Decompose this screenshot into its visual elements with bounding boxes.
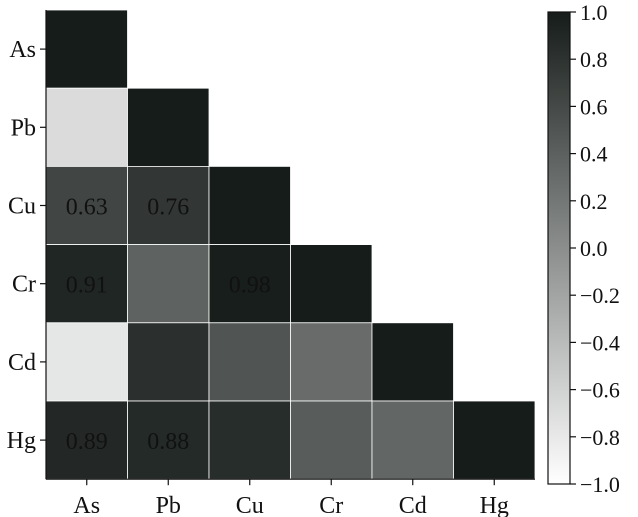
heatmap-cell-cr-cr (290, 244, 373, 324)
y-tick-label: Pb (11, 115, 36, 141)
x-tick-label: Cu (236, 493, 264, 517)
heatmap-cell-pb-pb (127, 87, 210, 167)
x-tick-label: Hg (480, 493, 509, 517)
cell-labels: 0.63 0.76 0.91 0.98 0.89 0.88 (66, 195, 271, 456)
heatmap-cell-hg-hg (453, 400, 536, 480)
heatmap-cell-cu-cu (208, 165, 291, 245)
heatmap-cell-hg-cd (371, 400, 454, 480)
x-tick-label: Cd (399, 493, 427, 517)
y-tick-label: Cr (12, 272, 36, 298)
heatmap-cell-cr-cu (208, 244, 291, 324)
colorbar-tick-label: −0.4 (580, 330, 620, 355)
y-tick-label: Hg (7, 428, 36, 454)
heatmap-cell-cr-pb (127, 244, 210, 324)
colorbar-tick-label: −0.6 (580, 378, 620, 403)
x-tick-label: Pb (156, 493, 181, 517)
heatmap-cell-cu-pb (127, 165, 210, 245)
heatmap-cell-cd-as (45, 322, 128, 402)
heatmap-cell-hg-cu (208, 400, 291, 480)
y-tick-label: As (9, 37, 36, 63)
cell-value-label: 0.76 (147, 195, 189, 221)
heatmap-cell-as-as (45, 9, 128, 89)
colorbar-tick-label: 0.0 (580, 236, 608, 261)
cell-value-label: 0.91 (66, 273, 108, 299)
heatmap-axes (40, 10, 535, 486)
heatmap-cell-cd-pb (127, 322, 210, 402)
colorbar-tick-label: 0.8 (580, 47, 608, 72)
heatmap-cell-cd-cu (208, 322, 291, 402)
heatmap-cell-hg-cr (290, 400, 373, 480)
cell-value-label: 0.98 (229, 273, 271, 299)
colorbar-tick-label: −1.0 (580, 472, 620, 497)
colorbar-tick-label: 1.0 (580, 0, 608, 25)
colorbar-ticks: 1.0 0.8 0.6 0.4 0.2 0.0 −0.2 −0.4 −0.6 −0.8 −1.0 (570, 0, 620, 497)
heatmap-cell-cr-as (45, 244, 128, 324)
colorbar-tick-label: −0.2 (580, 283, 620, 308)
colorbar-gradient (547, 11, 571, 485)
cell-value-label: 0.89 (66, 429, 108, 455)
heatmap-cell-hg-pb (127, 400, 210, 480)
heatmap-cell-cu-as (45, 165, 128, 245)
heatmap-cell-hg-as (45, 400, 128, 480)
x-tick-label: Cr (319, 493, 343, 517)
y-tick-label: Cd (8, 350, 36, 376)
colorbar (547, 11, 571, 485)
colorbar-tick-label: 0.6 (580, 94, 608, 119)
heatmap-cell-cd-cd (371, 322, 454, 402)
heatmap-cell-pb-as (45, 87, 128, 167)
y-tick-labels: As Pb Cu Cr Cd Hg (7, 37, 36, 454)
cell-value-label: 0.88 (147, 429, 189, 455)
colorbar-tick-label: 0.2 (580, 189, 608, 214)
x-tick-labels: As Pb Cu Cr Cd Hg (73, 493, 509, 517)
x-tick-label: As (73, 493, 100, 517)
cell-value-label: 0.63 (66, 195, 108, 221)
heatmap-cells (45, 9, 536, 480)
heatmap-cell-cd-cr (290, 322, 373, 402)
colorbar-tick-label: 0.4 (580, 142, 608, 167)
y-tick-label: Cu (8, 194, 36, 220)
colorbar-tick-label: −0.8 (580, 425, 620, 450)
